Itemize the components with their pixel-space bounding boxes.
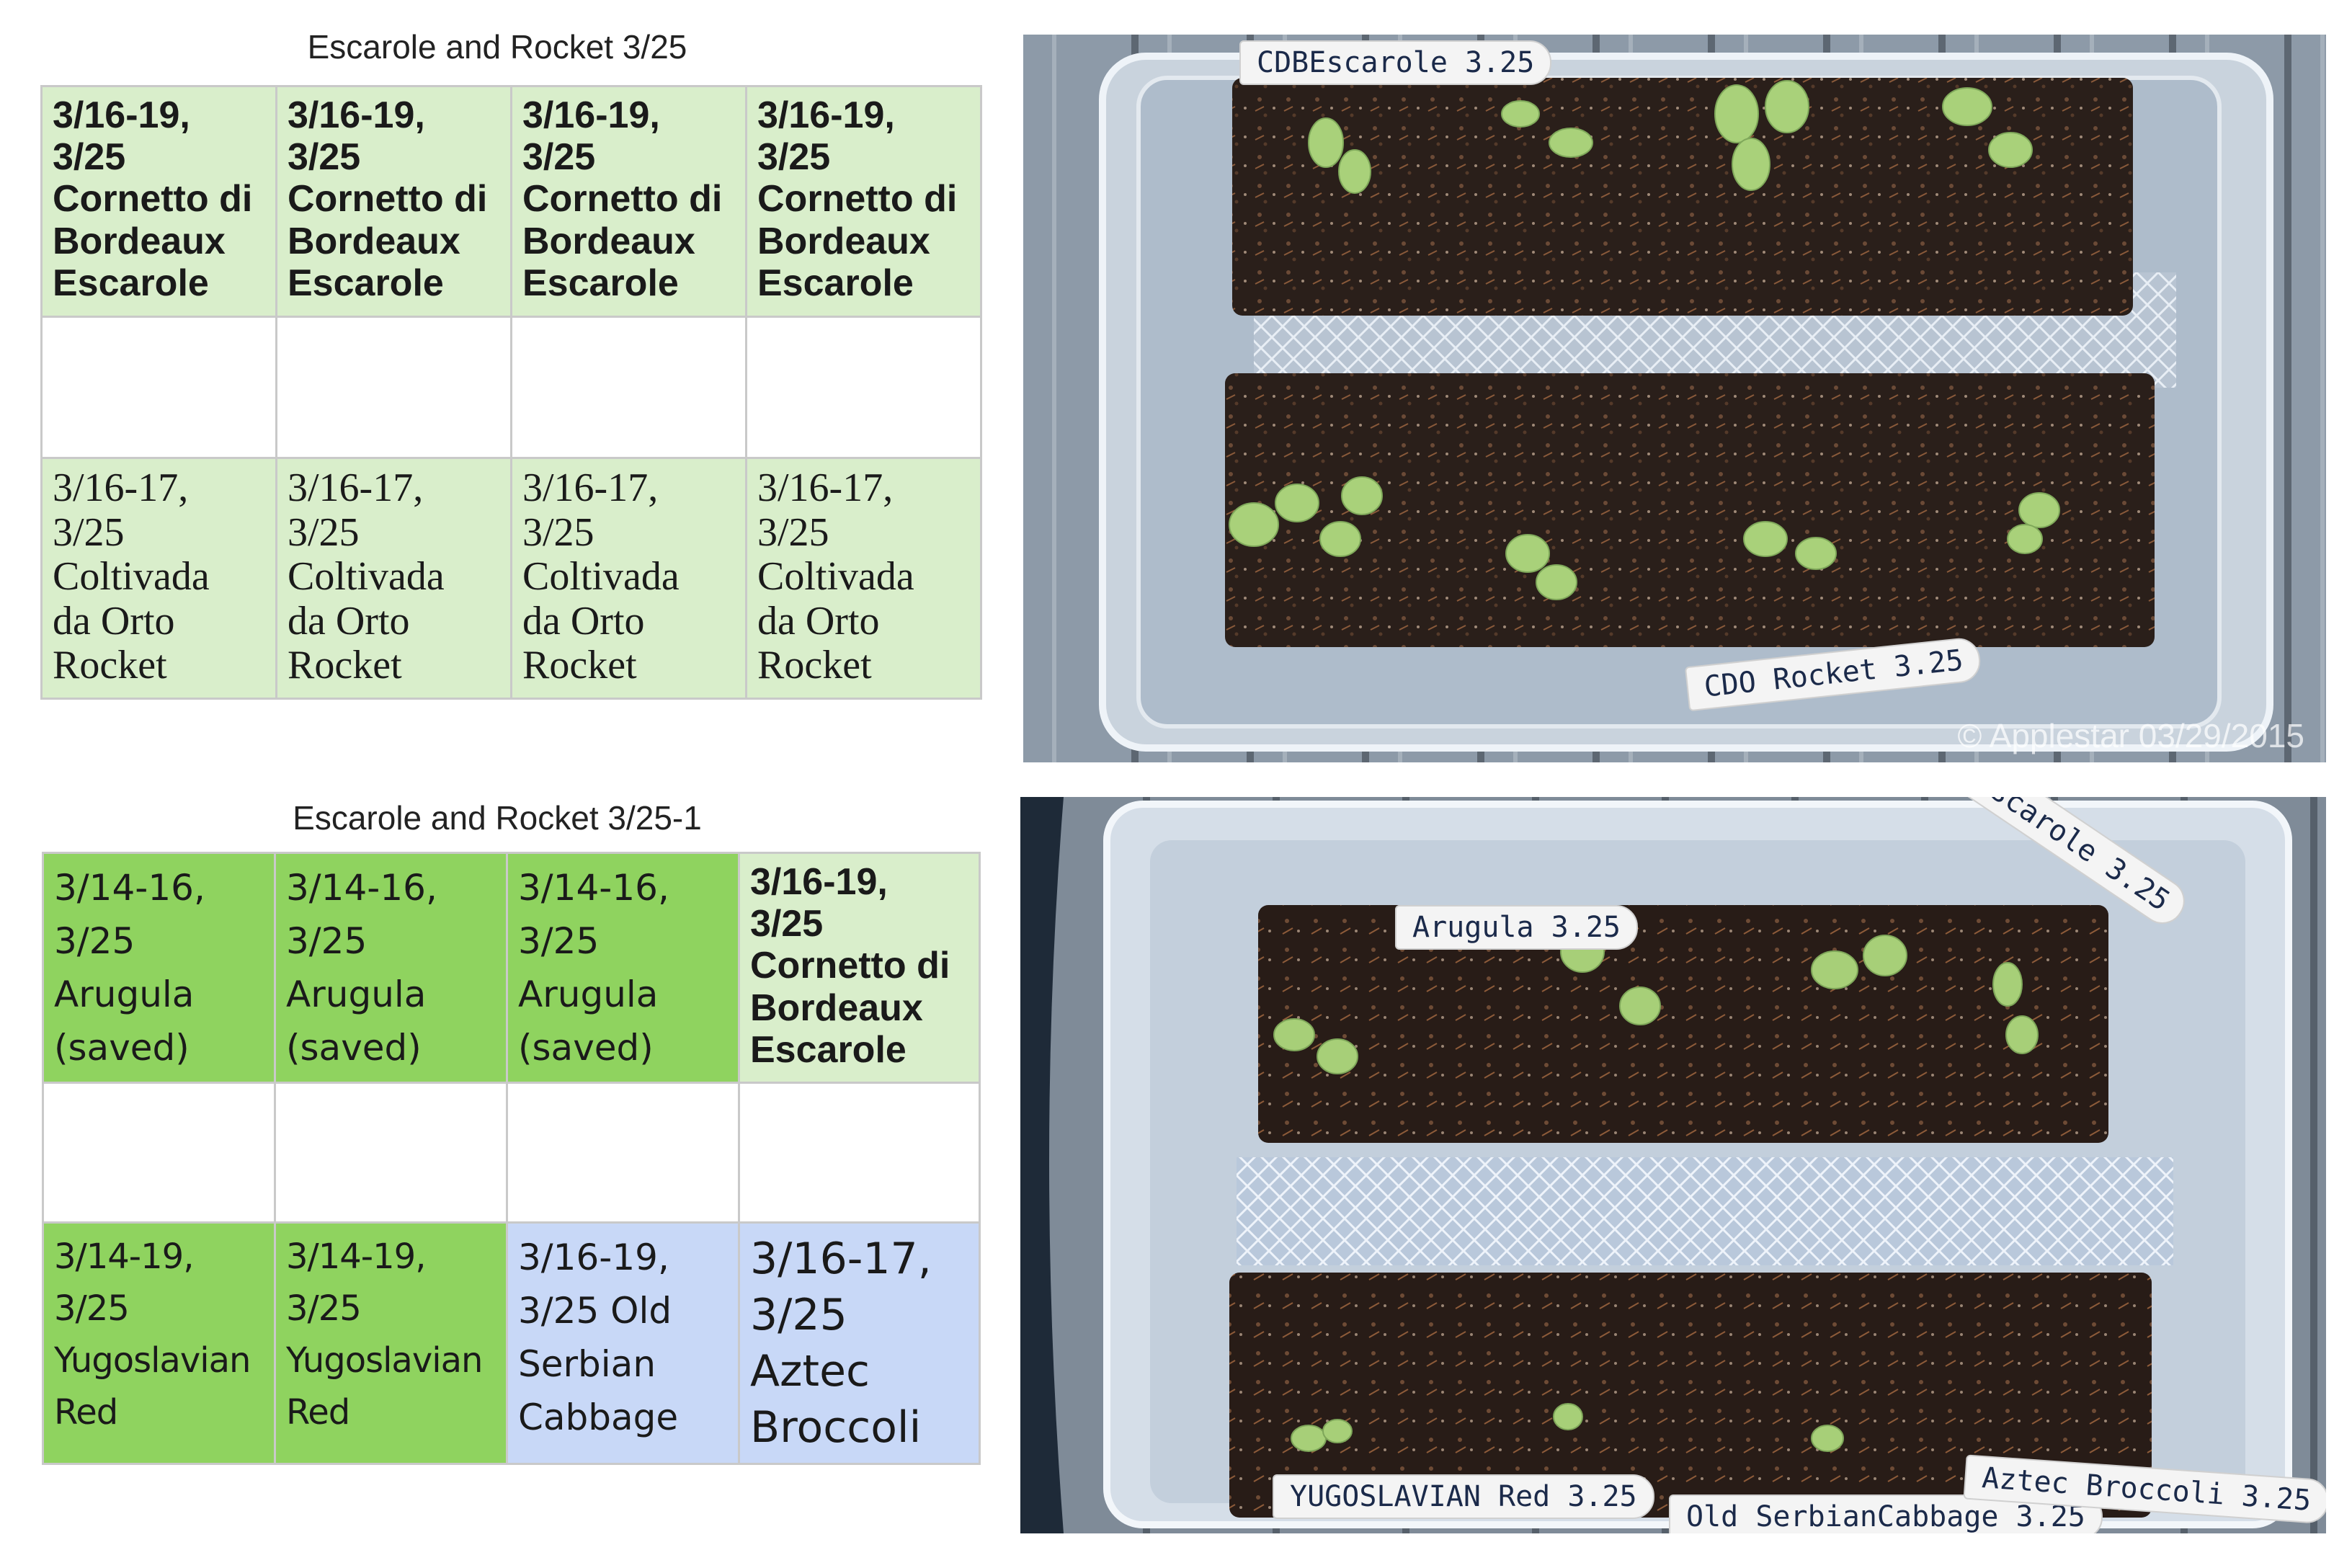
seed-grid-table: 3/16-19, 3/25 Cornetto di Bordeaux Escar… <box>40 85 982 700</box>
cell-label: 3/14-16, 3/25 Arugula (saved) <box>518 867 669 1069</box>
grid-cell: 3/16-19, 3/25 Cornetto di Bordeaux Escar… <box>40 85 277 318</box>
grid-cell: 3/16-19, 3/25 Cornetto di Bordeaux Escar… <box>745 85 982 318</box>
seedling-tray-image <box>1020 797 2326 1533</box>
grid-cell-empty <box>506 1082 740 1224</box>
grid-cell: 3/16-19, 3/25 Cornetto di Bordeaux Escar… <box>510 85 747 318</box>
table-title: Escarole and Rocket 3/25 <box>307 28 687 66</box>
table-title: Escarole and Rocket 3/25-1 <box>293 799 702 837</box>
seedling-photo-1: CDBEscarole 3.25 CDO Rocket 3.25 © Apple… <box>1023 35 2326 762</box>
cell-label: 3/16-19, 3/25 Cornetto di Bordeaux Escar… <box>522 94 723 304</box>
grid-cell-empty <box>275 316 512 459</box>
grid-cell: 3/16-19, 3/25 Cornetto di Bordeaux Escar… <box>738 852 981 1084</box>
cell-label: 3/14-16, 3/25 Arugula (saved) <box>54 867 205 1069</box>
cell-label: 3/16-17, 3/25 Aztec Broccoli <box>750 1234 932 1453</box>
cell-label: 3/16-19, 3/25 Cornetto di Bordeaux Escar… <box>757 94 958 304</box>
grid-cell: 3/16-17, 3/25 Coltivada da Orto Rocket <box>510 457 747 700</box>
cell-label: 3/16-17, 3/25 Coltivada da Orto Rocket <box>53 466 210 688</box>
seedling-tray-image <box>1023 35 2326 762</box>
grid-cell-empty <box>274 1082 508 1224</box>
plant-label-tag: Old SerbianCabbage 3.25 <box>1669 1494 2103 1533</box>
photo-watermark: © Applestar 03/29/2015 <box>1957 717 2304 754</box>
cell-label: 3/14-16, 3/25 Arugula (saved) <box>286 867 437 1069</box>
grid-cell-empty <box>42 1082 276 1224</box>
table-panel-1: Escarole and Rocket 3/25 3/16-19, 3/25 C… <box>0 0 994 778</box>
cell-label: 3/16-19, 3/25 Cornetto di Bordeaux Escar… <box>53 94 253 304</box>
cell-label: 3/16-19, 3/25 Old Serbian Cabbage <box>518 1237 679 1438</box>
grid-cell: 3/16-19, 3/25 Old Serbian Cabbage <box>506 1221 740 1465</box>
grid-cell-empty <box>738 1082 981 1224</box>
cell-label: 3/16-19, 3/25 Cornetto di Bordeaux Escar… <box>750 861 950 1071</box>
grid-cell: 3/14-16, 3/25 Arugula (saved) <box>506 852 740 1084</box>
plant-label-tag: Arugula 3.25 <box>1395 905 1638 950</box>
grid-cell: 3/16-17, 3/25 Coltivada da Orto Rocket <box>275 457 512 700</box>
cell-label: 3/16-17, 3/25 Coltivada da Orto Rocket <box>522 466 680 688</box>
grid-cell: 3/14-19, 3/25 Yugoslavian Red <box>274 1221 508 1465</box>
grid-cell: 3/16-17, 3/25 Coltivada da Orto Rocket <box>745 457 982 700</box>
grid-cell: 3/16-17, 3/25 Coltivada da Orto Rocket <box>40 457 277 700</box>
cell-label: 3/16-19, 3/25 Cornetto di Bordeaux Escar… <box>288 94 488 304</box>
plant-label-tag: YUGOSLAVIAN Red 3.25 <box>1273 1474 1654 1519</box>
grid-cell-empty <box>745 316 982 459</box>
table-panel-2: Escarole and Rocket 3/25-1 3/14-16, 3/25… <box>0 793 994 1568</box>
seed-grid-table: 3/14-16, 3/25 Arugula (saved) 3/14-16, 3… <box>42 852 981 1465</box>
grid-cell: 3/16-19, 3/25 Cornetto di Bordeaux Escar… <box>275 85 512 318</box>
cell-label: 3/14-19, 3/25 Yugoslavian Red <box>54 1237 251 1433</box>
grid-cell-empty <box>510 316 747 459</box>
cell-label: 3/16-17, 3/25 Coltivada da Orto Rocket <box>288 466 445 688</box>
seedling-photo-2: Escarole 3.25 Arugula 3.25 YUGOSLAVIAN R… <box>1020 797 2326 1533</box>
plant-label-tag: CDBEscarole 3.25 <box>1239 40 1552 85</box>
grid-cell: 3/14-16, 3/25 Arugula (saved) <box>42 852 276 1084</box>
grid-cell: 3/16-17, 3/25 Aztec Broccoli <box>738 1221 981 1465</box>
grid-cell-empty <box>40 316 277 459</box>
cell-label: 3/14-19, 3/25 Yugoslavian Red <box>286 1237 483 1433</box>
cell-label: 3/16-17, 3/25 Coltivada da Orto Rocket <box>757 466 914 688</box>
grid-cell: 3/14-19, 3/25 Yugoslavian Red <box>42 1221 276 1465</box>
grid-cell: 3/14-16, 3/25 Arugula (saved) <box>274 852 508 1084</box>
